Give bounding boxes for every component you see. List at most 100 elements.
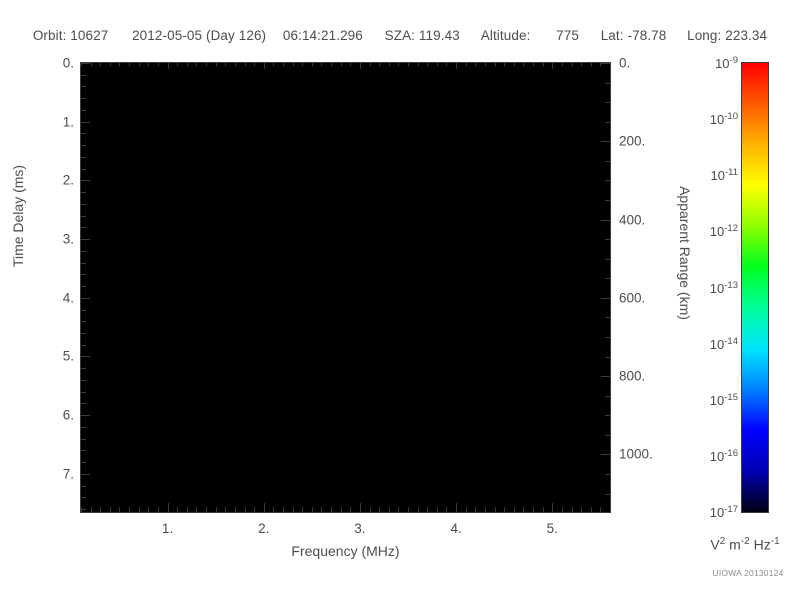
y-minor-tick: [81, 263, 86, 264]
right-major-tick: [601, 298, 610, 299]
right-axis-tick-label: 200.: [619, 133, 646, 149]
x-major-tick: [360, 503, 361, 512]
x-minor-tick: [216, 507, 217, 512]
x-top-tick: [91, 63, 92, 66]
x-minor-tick: [408, 507, 409, 512]
x-minor-tick: [591, 507, 592, 512]
x-minor-tick: [446, 507, 447, 512]
right-minor-tick: [605, 200, 610, 201]
y-minor-tick: [81, 216, 86, 217]
colorbar-tick-label: 10-16: [710, 448, 738, 464]
y-axis-tick-labels: 0. 1. 2. 3. 4. 5. 6. 7.: [30, 56, 74, 513]
colorbar-exponent: -17: [724, 503, 738, 515]
right-minor-tick: [605, 180, 610, 181]
colorbar-exponent: -13: [724, 279, 738, 291]
lat-label: Lat:: [600, 28, 624, 43]
colorbar-mantissa: 10: [709, 280, 725, 296]
x-minor-tick: [225, 507, 226, 512]
x-top-tick: [360, 63, 361, 69]
colorbar-tick-label: 10-15: [710, 392, 738, 408]
y-minor-tick: [81, 345, 86, 346]
x-top-tick: [100, 63, 101, 66]
right-major-tick: [601, 454, 610, 455]
long-label: Long:: [687, 28, 722, 43]
y-minor-tick: [81, 286, 86, 287]
orbit-label: Orbit:: [32, 28, 67, 43]
x-minor-tick: [245, 507, 246, 512]
x-minor-tick: [341, 507, 342, 512]
right-minor-tick: [605, 357, 610, 358]
altitude-value: 775: [556, 28, 579, 43]
unit-volt: V: [710, 536, 720, 553]
y-minor-tick: [81, 380, 86, 381]
x-top-tick: [139, 63, 140, 66]
x-top-tick: [466, 63, 467, 66]
y-minor-tick: [81, 368, 86, 369]
right-minor-tick: [605, 102, 610, 103]
y-minor-tick: [81, 486, 86, 487]
y-axis-title: Time Delay (ms): [10, 164, 26, 268]
x-minor-tick: [331, 507, 332, 512]
altitude-label: Altitude:: [480, 28, 531, 43]
x-minor-tick: [466, 507, 467, 512]
y-minor-tick: [81, 310, 86, 311]
unit-meter-exp: -2: [740, 536, 750, 547]
x-top-tick: [225, 63, 226, 66]
y-axis-tick-label: 3.: [62, 231, 74, 247]
colorbar-tick-label: 10-9: [715, 55, 738, 71]
colorbar-tick-label: 10-12: [710, 223, 738, 239]
y-major-tick: [81, 63, 90, 64]
y-axis-tick-label: 7.: [62, 466, 74, 482]
colorbar-mantissa: 10: [709, 112, 725, 128]
spectrogram-image: [81, 63, 610, 512]
y-minor-tick: [81, 192, 86, 193]
y-minor-tick: [81, 169, 86, 170]
x-top-tick: [600, 63, 601, 66]
right-minor-tick: [605, 259, 610, 260]
x-minor-tick: [350, 507, 351, 512]
y-minor-tick: [81, 251, 86, 252]
observation-time: 06:14:21.296: [282, 28, 363, 43]
colorbar-mantissa: 10: [709, 392, 725, 408]
x-top-tick: [216, 63, 217, 66]
lat-value: -78.78: [627, 28, 667, 43]
right-minor-tick: [605, 337, 610, 338]
colorbar-tick-label: 10-17: [710, 504, 738, 520]
x-top-tick: [456, 63, 457, 69]
y-minor-tick: [81, 333, 86, 334]
y-major-tick: [81, 356, 90, 357]
x-top-tick: [110, 63, 111, 66]
y-axis-tick-label: 2.: [62, 172, 74, 188]
y-major-tick: [81, 298, 90, 299]
y-minor-tick: [81, 75, 86, 76]
x-minor-tick: [437, 507, 438, 512]
y-minor-tick: [81, 392, 86, 393]
y-minor-tick: [81, 204, 86, 205]
x-minor-tick: [196, 507, 197, 512]
x-axis-tick-label: 4.: [450, 521, 462, 536]
right-minor-tick: [605, 317, 610, 318]
unit-meter: m: [725, 536, 741, 553]
x-top-tick: [264, 63, 265, 69]
x-major-tick: [264, 503, 265, 512]
x-axis-tick-label: 3.: [354, 521, 366, 536]
right-minor-tick: [605, 161, 610, 162]
x-top-tick: [389, 63, 390, 66]
x-minor-tick: [129, 507, 130, 512]
right-major-tick: [601, 141, 610, 142]
x-minor-tick: [235, 507, 236, 512]
x-top-tick: [254, 63, 255, 66]
right-axis-tick-label: 0.: [619, 55, 631, 71]
y-minor-tick: [81, 439, 86, 440]
x-minor-tick: [379, 507, 380, 512]
right-minor-tick: [605, 415, 610, 416]
x-top-tick: [398, 63, 399, 66]
x-top-tick: [418, 63, 419, 66]
x-top-tick: [543, 63, 544, 66]
long-value: 223.34: [725, 28, 768, 43]
x-top-tick: [302, 63, 303, 66]
colorbar-exponent: -10: [724, 110, 738, 122]
x-top-tick: [446, 63, 447, 66]
x-top-tick: [533, 63, 534, 66]
right-axis-tick-label: 400.: [619, 212, 646, 228]
